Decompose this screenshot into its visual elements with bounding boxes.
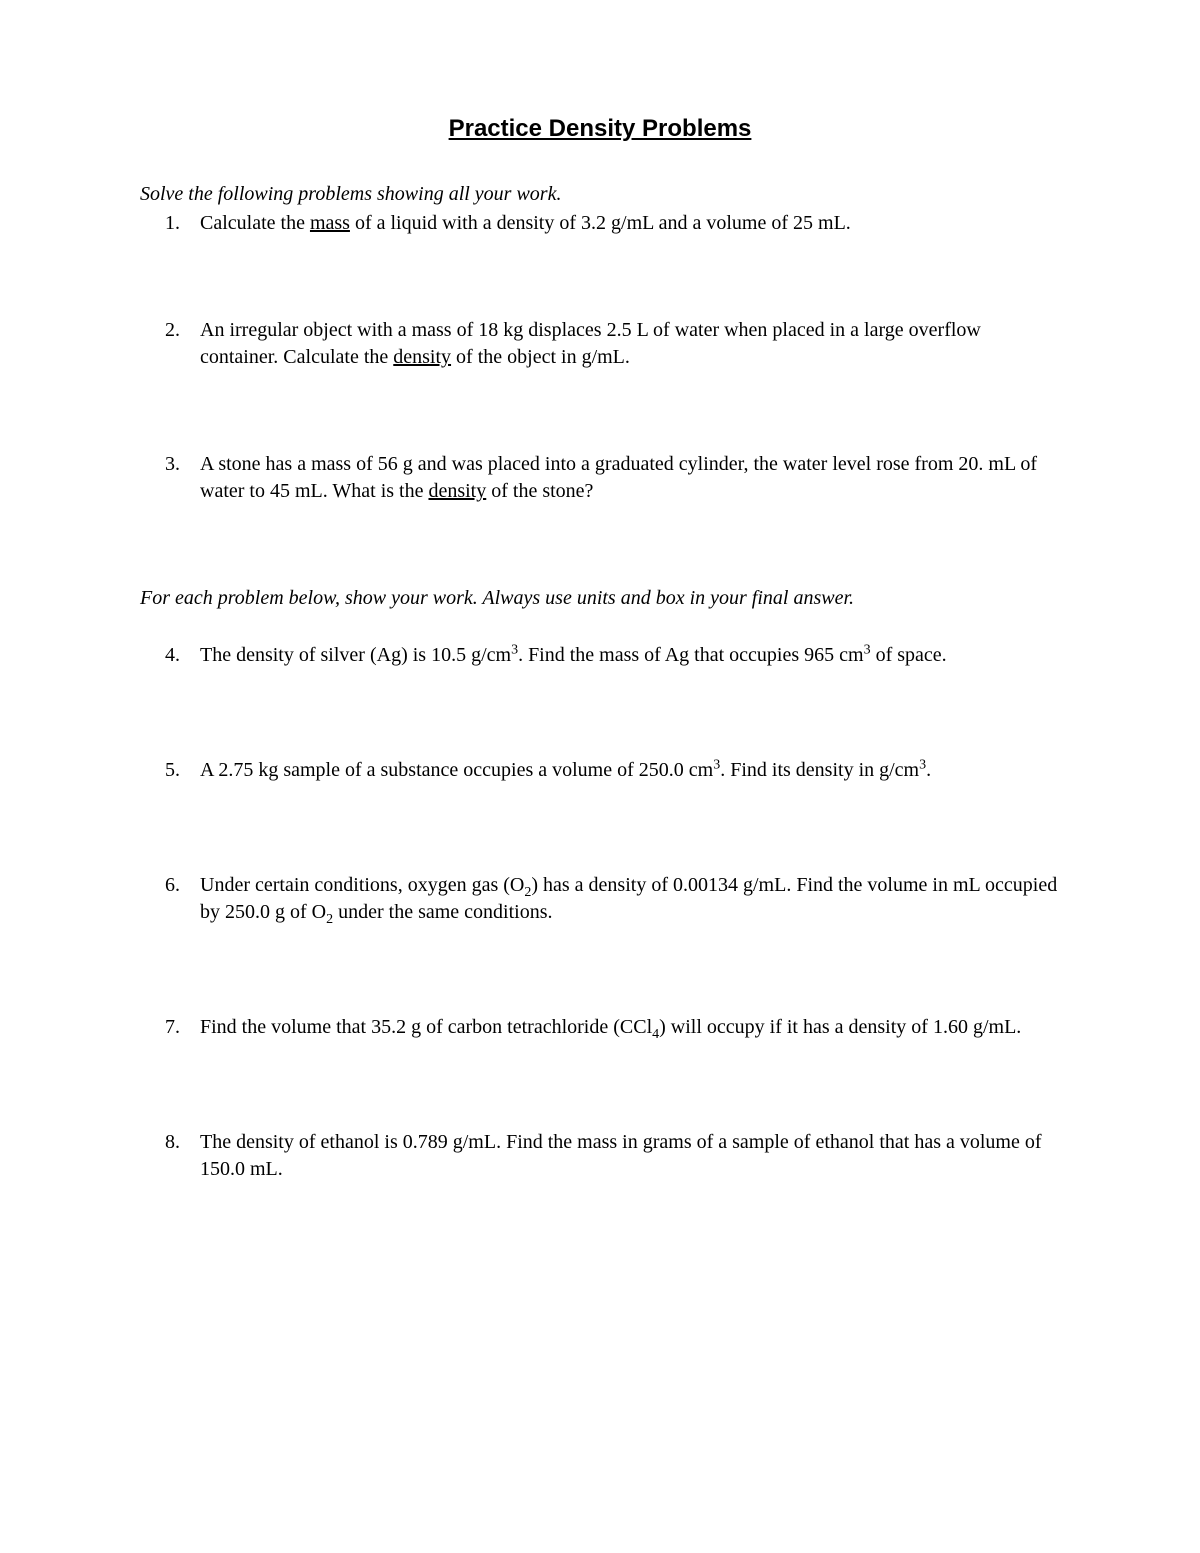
page-title: Practice Density Problems	[140, 115, 1060, 143]
problem-text: Calculate the	[200, 212, 310, 234]
problem-text: ) will occupy if it has a density of 1.6…	[659, 1016, 1021, 1038]
superscript: 3	[864, 642, 871, 657]
underlined-term: mass	[310, 212, 350, 234]
problem-4: The density of silver (Ag) is 10.5 g/cm3…	[200, 642, 1060, 669]
problem-text: Under certain conditions, oxygen gas (O	[200, 874, 524, 896]
problem-text: The density of ethanol is 0.789 g/mL. Fi…	[200, 1131, 1042, 1180]
problem-3: A stone has a mass of 56 g and was place…	[200, 451, 1060, 505]
problem-text: .	[926, 759, 931, 781]
instruction-2: For each problem below, show your work. …	[140, 585, 1060, 612]
underlined-term: density	[428, 480, 486, 502]
superscript: 3	[511, 642, 518, 657]
problem-text: A stone has a mass of 56 g and was place…	[200, 453, 1037, 502]
problem-list-2: The density of silver (Ag) is 10.5 g/cm3…	[140, 642, 1060, 1183]
problem-text: under the same conditions.	[333, 901, 552, 923]
problem-text: The density of silver (Ag) is 10.5 g/cm	[200, 644, 511, 666]
problem-text: Find the volume that 35.2 g of carbon te…	[200, 1016, 652, 1038]
problem-text: of space.	[871, 644, 947, 666]
problem-text: of a liquid with a density of 3.2 g/mL a…	[350, 212, 851, 234]
problem-text: A 2.75 kg sample of a substance occupies…	[200, 759, 713, 781]
problem-7: Find the volume that 35.2 g of carbon te…	[200, 1014, 1060, 1041]
problem-list-1: Calculate the mass of a liquid with a de…	[140, 210, 1060, 505]
problem-1: Calculate the mass of a liquid with a de…	[200, 210, 1060, 237]
problem-text: of the object in g/mL.	[451, 346, 630, 368]
problem-text: of the stone?	[486, 480, 593, 502]
problem-2: An irregular object with a mass of 18 kg…	[200, 317, 1060, 371]
underlined-term: density	[393, 346, 451, 368]
problem-5: A 2.75 kg sample of a substance occupies…	[200, 757, 1060, 784]
problem-8: The density of ethanol is 0.789 g/mL. Fi…	[200, 1129, 1060, 1183]
problem-text: . Find its density in g/cm	[720, 759, 919, 781]
instruction-1: Solve the following problems showing all…	[140, 183, 1060, 206]
problem-6: Under certain conditions, oxygen gas (O2…	[200, 872, 1060, 926]
problem-text: . Find the mass of Ag that occupies 965 …	[518, 644, 864, 666]
